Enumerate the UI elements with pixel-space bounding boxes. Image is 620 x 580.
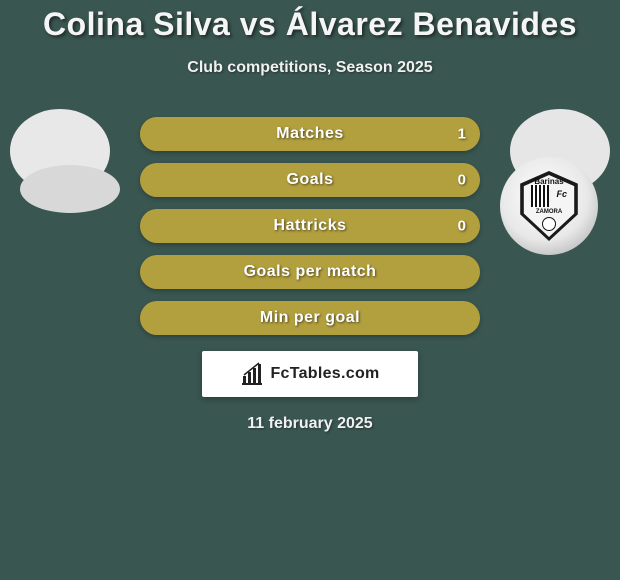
- stat-value-right: 0: [458, 218, 466, 235]
- stat-bar-fill-right: [310, 163, 480, 197]
- player-left-team-avatar: [20, 165, 120, 213]
- stat-bar: Min per goal: [140, 301, 480, 335]
- date-label: 11 february 2025: [0, 415, 620, 433]
- badge-fc-text: Fc: [556, 189, 567, 199]
- stat-label: Goals per match: [244, 263, 377, 281]
- player-right-team-badge: Barinas Fc ZAMORA: [500, 157, 598, 255]
- badge-mid-text: ZAMORA: [536, 209, 562, 215]
- page-subtitle: Club competitions, Season 2025: [0, 59, 620, 77]
- stat-label: Min per goal: [260, 309, 360, 327]
- stat-value-right: 1: [458, 126, 466, 143]
- stat-bar-fill-left: [140, 163, 310, 197]
- promo-badge[interactable]: FcTables.com: [202, 351, 418, 397]
- football-icon: [542, 217, 556, 231]
- promo-label: FcTables.com: [270, 365, 379, 383]
- stat-label: Hattricks: [274, 217, 347, 235]
- stat-bars: 1 Matches 0 Goals 0 Hattricks Goals per match M…: [140, 117, 480, 335]
- stats-area: Barinas Fc ZAMORA 1 Matches 0 Goals 0 Hattric…: [0, 117, 620, 335]
- stat-label: Goals: [287, 171, 334, 189]
- stat-bar: 0 Goals: [140, 163, 480, 197]
- page-title: Colina Silva vs Álvarez Benavides: [0, 0, 620, 43]
- badge-stripes-icon: [531, 185, 549, 207]
- stat-label: Matches: [276, 125, 344, 143]
- stat-bar: Goals per match: [140, 255, 480, 289]
- stat-bar: 0 Hattricks: [140, 209, 480, 243]
- stat-bar: 1 Matches: [140, 117, 480, 151]
- shield-icon: Barinas Fc ZAMORA: [517, 171, 581, 241]
- bar-chart-icon: [240, 362, 264, 386]
- stat-value-right: 0: [458, 172, 466, 189]
